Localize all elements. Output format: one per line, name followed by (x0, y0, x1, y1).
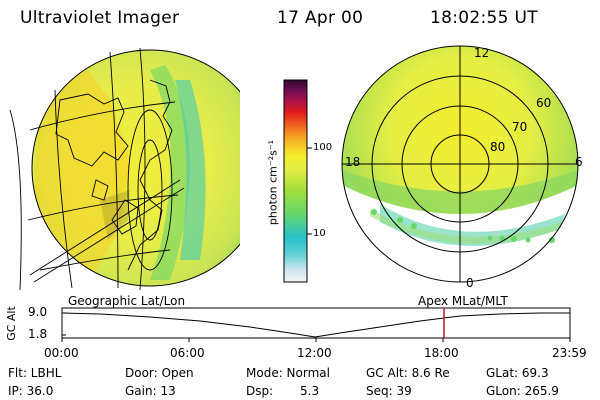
image-date: 17 Apr 00 (277, 8, 364, 28)
orbit-altitude-timeline (61, 307, 571, 342)
colorbar-tick-10: 10 (313, 228, 326, 239)
timeline-x-tick-1800: 18:00 (424, 346, 459, 360)
mlt-label-12: 12 (474, 46, 490, 60)
gain-value: Gain: 13 (125, 384, 176, 398)
timeline-x-tick-0600: 06:00 (170, 346, 205, 360)
timeline-x-tick-1200: 12:00 (297, 346, 332, 360)
ip-value: IP: 36.0 (8, 384, 54, 398)
image-time: 18:02:55 UT (430, 8, 538, 28)
timeline-left-label: Geographic Lat/Lon (68, 294, 186, 308)
mlt-label-6: 6 (575, 155, 583, 169)
gc-altitude: GC Alt: 8.6 Re (366, 366, 450, 380)
mlat-label-60: 60 (536, 96, 552, 110)
timeline-right-label: Apex MLat/MLT (418, 294, 508, 308)
polar-mlat-mlt-plot (341, 45, 579, 283)
timeline-y-tick-high: 9.0 (28, 305, 48, 319)
filter-label: Flt: LBHL (8, 366, 62, 380)
mlt-label-18: 18 (345, 155, 361, 169)
colorbar-unit-label: photon cm⁻²s⁻¹ (266, 139, 280, 226)
dsp-value: 5.3 (300, 384, 320, 398)
geographic-globe-image (9, 47, 240, 290)
mode-status: Mode: Normal (246, 366, 330, 380)
geographic-latitude: GLat: 69.3 (486, 366, 549, 380)
timeline-x-tick-2359: 23:59 (552, 346, 587, 360)
dsp-label: Dsp: (246, 384, 274, 398)
mlt-label-0: 0 (466, 276, 474, 290)
timeline-y-tick-low: 1.8 (28, 327, 48, 341)
intensity-colorbar (283, 79, 312, 283)
mlat-label-70: 70 (512, 120, 528, 134)
instrument-title: Ultraviolet Imager (20, 8, 180, 28)
sequence-number: Seq: 39 (366, 384, 412, 398)
geographic-longitude: GLon: 265.9 (486, 384, 559, 398)
timeline-x-tick-0000: 00:00 (44, 346, 79, 360)
mlat-label-80: 80 (490, 140, 506, 154)
door-status: Door: Open (125, 366, 194, 380)
colorbar-tick-100: 100 (313, 142, 333, 153)
